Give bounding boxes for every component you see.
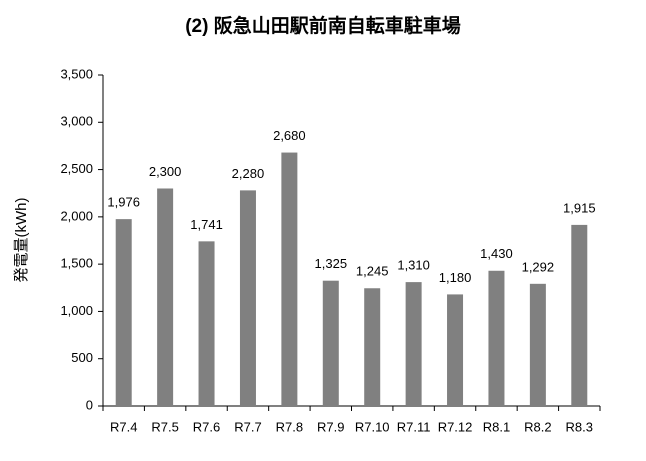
y-tick-label: 1,000	[60, 303, 93, 318]
x-tick-label: R7.5	[151, 419, 178, 434]
data-label: 1,325	[315, 256, 348, 271]
bar	[281, 152, 298, 406]
data-label: 1,310	[397, 258, 430, 273]
x-tick-label: R8.3	[566, 419, 593, 434]
data-label: 1,180	[439, 270, 472, 285]
y-tick-label: 0	[86, 397, 93, 412]
data-label: 2,280	[232, 166, 265, 181]
data-label: 1,292	[522, 259, 555, 274]
data-label: 1,430	[480, 246, 513, 261]
bar	[529, 283, 546, 406]
x-tick-label: R7.8	[276, 419, 303, 434]
x-tick-label: R8.1	[483, 419, 510, 434]
x-tick-label: R8.2	[524, 419, 551, 434]
x-tick-label: R7.9	[317, 419, 344, 434]
y-tick-label: 3,500	[60, 66, 93, 81]
y-tick-label: 2,500	[60, 161, 93, 176]
bar	[405, 282, 422, 406]
y-tick-label: 1,500	[60, 256, 93, 271]
chart-title: (2) 阪急山田駅前南自転車駐車場	[185, 14, 461, 37]
x-tick-label: R7.10	[355, 419, 390, 434]
x-tick-label: R7.11	[397, 419, 431, 434]
x-tick-label: R7.7	[234, 419, 261, 434]
x-tick-label: R7.4	[110, 419, 137, 434]
x-tick-label: R7.6	[193, 419, 220, 434]
bar	[447, 294, 464, 406]
bar	[364, 288, 381, 406]
data-label: 1,245	[356, 264, 389, 279]
y-tick-label: 3,000	[60, 114, 93, 129]
data-label: 1,976	[107, 195, 140, 210]
bar	[198, 241, 215, 406]
bar	[239, 190, 256, 406]
y-tick-label: 500	[71, 350, 93, 365]
data-label: 2,300	[149, 164, 182, 179]
data-label: 1,741	[190, 217, 223, 232]
bar	[322, 280, 339, 406]
bar	[571, 224, 588, 406]
x-tick-label: R7.12	[438, 419, 473, 434]
bar	[488, 270, 505, 406]
bar	[115, 219, 132, 406]
bar	[157, 188, 174, 406]
data-label: 1,915	[563, 200, 596, 215]
data-label: 2,680	[273, 128, 306, 143]
y-tick-label: 2,000	[60, 208, 93, 223]
y-axis-title: 発電量(kWh)	[13, 198, 30, 283]
